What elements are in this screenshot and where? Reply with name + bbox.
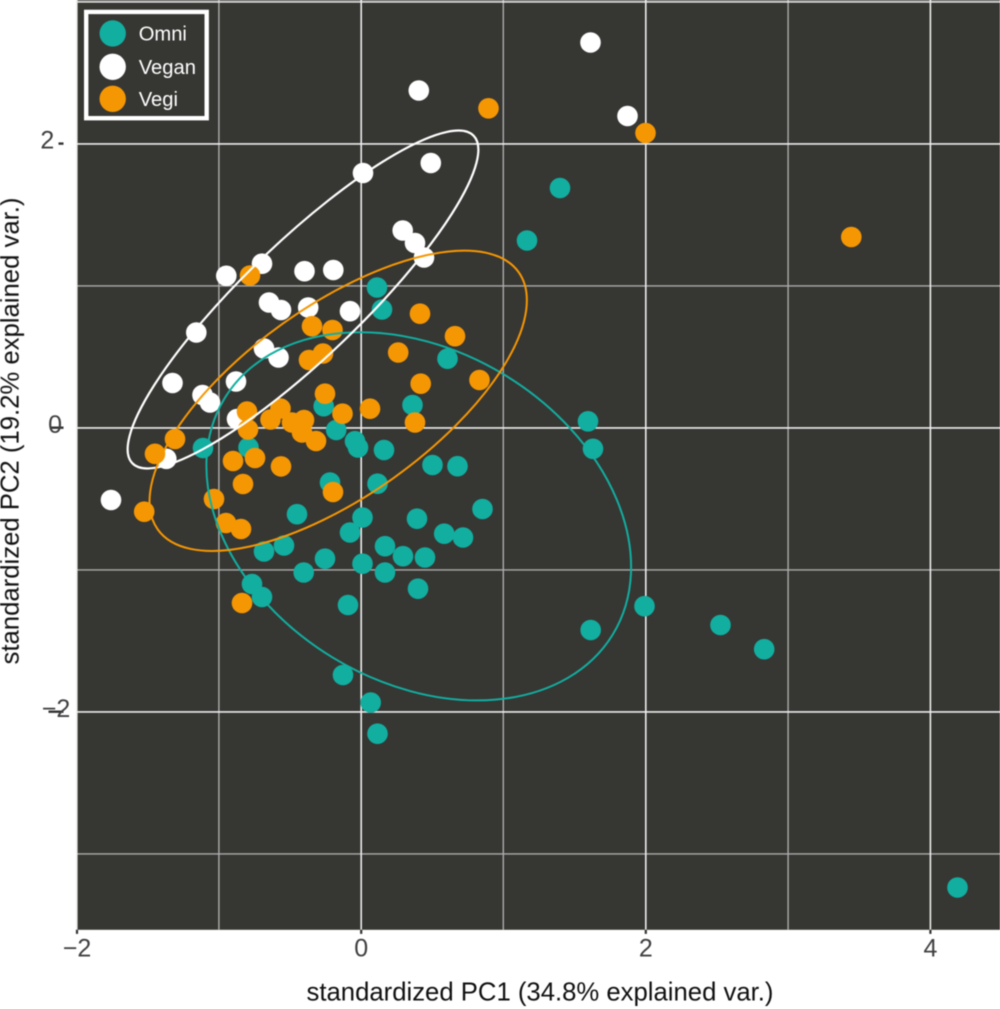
svg-text:4: 4 (923, 934, 937, 962)
svg-text:Vegi: Vegi (139, 89, 178, 111)
svg-text:Vegan: Vegan (139, 57, 196, 79)
svg-text:2: 2 (639, 934, 653, 962)
svg-text:standardized PC2 (19.2% explai: standardized PC2 (19.2% explained var.) (0, 198, 25, 665)
svg-text:−2: −2 (63, 934, 92, 962)
svg-text:standardized PC1 (34.8% explai: standardized PC1 (34.8% explained var.) (307, 978, 774, 1006)
svg-text:2: 2 (40, 127, 54, 155)
svg-text:0: 0 (354, 934, 368, 962)
svg-text:−2: −2 (42, 695, 71, 723)
svg-text:0: 0 (48, 411, 62, 439)
svg-text:Omni: Omni (139, 23, 187, 45)
